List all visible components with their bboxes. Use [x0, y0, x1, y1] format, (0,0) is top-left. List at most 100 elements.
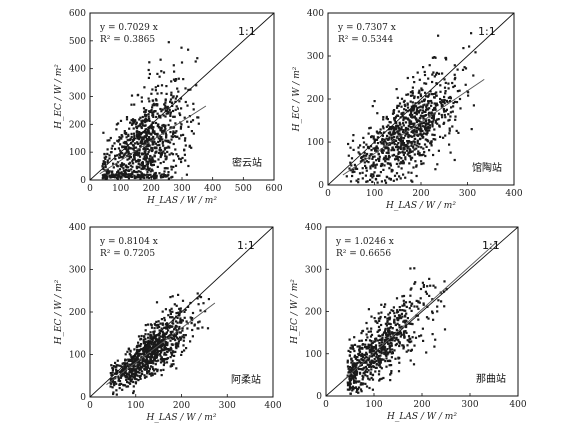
data-point [161, 124, 164, 127]
data-point [130, 359, 133, 362]
data-point [454, 115, 457, 118]
data-point [130, 367, 133, 371]
data-point [368, 386, 371, 390]
data-point [433, 128, 436, 131]
data-point [135, 126, 138, 129]
data-point [136, 141, 139, 144]
data-point [370, 327, 373, 330]
data-point [409, 267, 412, 270]
data-point [359, 368, 362, 371]
data-point [154, 98, 158, 101]
data-point [437, 149, 440, 152]
data-point [422, 284, 425, 287]
data-point [395, 125, 398, 128]
data-point [159, 369, 162, 372]
data-point [388, 132, 391, 135]
data-point [137, 154, 140, 157]
data-point [359, 144, 362, 147]
y-tick-label: 0 [80, 393, 86, 403]
data-point [425, 145, 428, 148]
data-point [147, 339, 150, 342]
data-point [443, 102, 446, 105]
data-point [403, 147, 406, 150]
data-point [181, 327, 184, 330]
data-point [421, 327, 424, 330]
data-point [409, 150, 412, 153]
data-point [148, 367, 151, 370]
data-point [451, 110, 454, 113]
data-point [364, 164, 367, 167]
data-point [369, 153, 372, 156]
data-point [147, 168, 150, 171]
data-point [348, 387, 351, 390]
data-point [382, 376, 385, 380]
data-point [113, 176, 117, 179]
data-point [196, 57, 199, 60]
data-point [361, 167, 364, 170]
data-point [413, 282, 416, 285]
data-point [178, 327, 181, 330]
site-name: 阿柔站 [231, 373, 261, 386]
data-point [393, 132, 396, 135]
data-point [151, 360, 154, 364]
data-point [426, 131, 429, 134]
data-point [364, 157, 367, 160]
data-point [422, 117, 425, 120]
data-point [370, 376, 373, 380]
data-point [136, 363, 139, 366]
data-point [114, 154, 117, 157]
data-point [176, 343, 179, 346]
data-point [142, 173, 145, 176]
data-point [115, 128, 118, 131]
data-point [161, 140, 165, 143]
data-point [390, 126, 393, 130]
data-point [405, 93, 408, 96]
r-squared: R² = 0.3865 [100, 35, 155, 45]
data-point [157, 359, 160, 362]
data-point [146, 139, 149, 142]
data-point [138, 359, 141, 363]
data-point [408, 140, 411, 143]
data-point [137, 159, 141, 162]
data-point [160, 84, 164, 87]
data-point [123, 171, 127, 174]
data-point [201, 326, 204, 329]
data-point [366, 375, 369, 378]
data-point [173, 354, 176, 357]
data-point [127, 162, 131, 165]
data-point [129, 382, 132, 385]
data-point [121, 164, 124, 167]
data-point [163, 107, 166, 110]
data-point [426, 108, 430, 111]
data-point [175, 345, 178, 348]
data-point [390, 370, 393, 373]
data-point [347, 382, 350, 385]
data-point [436, 118, 439, 121]
data-point [432, 118, 435, 121]
data-point [418, 133, 421, 136]
data-point [156, 92, 159, 95]
data-point [367, 345, 370, 348]
data-point [164, 347, 167, 350]
data-point [388, 350, 392, 353]
data-point [353, 163, 356, 166]
data-point [365, 160, 368, 163]
data-point [381, 346, 384, 349]
data-point [401, 131, 405, 134]
data-point [171, 322, 174, 325]
data-point [175, 312, 178, 315]
data-point [411, 122, 414, 125]
data-point [348, 370, 351, 373]
data-point [370, 135, 373, 138]
data-point [426, 130, 429, 133]
data-point [129, 161, 132, 164]
data-point [152, 344, 155, 347]
data-point [103, 156, 106, 159]
data-point [419, 105, 422, 108]
data-point [357, 151, 360, 154]
data-point [368, 147, 371, 150]
data-point [377, 359, 380, 362]
data-point [140, 96, 143, 99]
data-point [427, 102, 430, 105]
